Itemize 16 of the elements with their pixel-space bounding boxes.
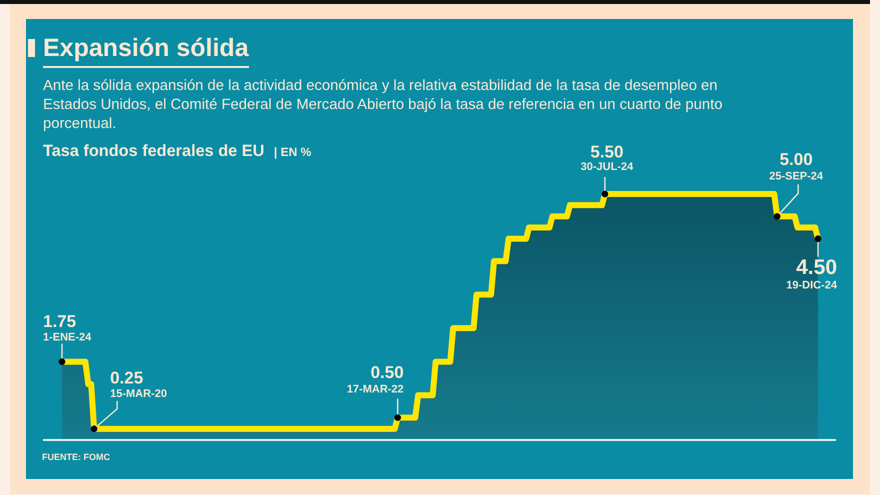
text: 30-JUL-24 (580, 161, 634, 173)
data-label: 5.50 (590, 142, 624, 162)
annotation: 15-MAR-20 (110, 388, 167, 400)
data-label: 1.75 (43, 312, 76, 332)
data-label: 0.50 (370, 363, 404, 382)
source-note: FUENTE: FOMC (42, 452, 110, 463)
annotation: 1-ENE-24 (43, 332, 92, 344)
data-label: 0.25 (110, 368, 144, 388)
annotation: 17-MAR-22 (346, 384, 404, 396)
annotation: 19-DIC-24 (786, 280, 838, 292)
chart-subtitle: Ante la sólida expansión de la actividad económica y la relativa estabilidad de la tasa de desempleo en Estados Unidos, el Comité Federal de Mercado Abierto bajó la tasa de referencia en un cuarto de punto porcentual. (43, 77, 724, 134)
data-label: 4.50 (796, 256, 837, 280)
y-axis-title: Tasa fondos federales de EU | EN % (43, 142, 312, 160)
data-label: 5.00 (780, 150, 813, 169)
text: 25-SEP-24 (769, 170, 824, 182)
chart-title: Expansión sólida (43, 34, 249, 62)
